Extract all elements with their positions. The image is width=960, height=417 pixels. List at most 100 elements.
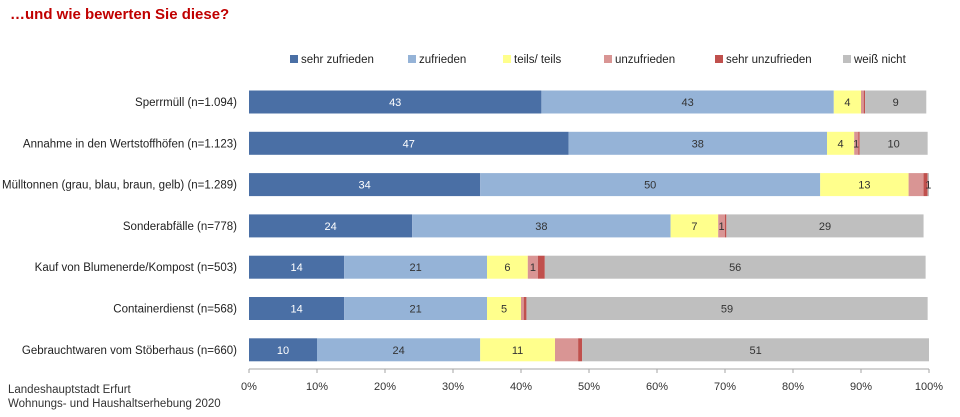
bar-segment <box>317 338 481 362</box>
category-label: Sperrmüll (n=1.094) <box>135 97 237 109</box>
bar-segment <box>859 131 928 155</box>
data-label: 50 <box>644 180 656 192</box>
legend-swatch <box>715 55 723 63</box>
data-label: 24 <box>392 345 404 357</box>
data-label: 38 <box>535 221 547 233</box>
data-label: 24 <box>324 221 336 233</box>
bar-segment <box>249 297 345 320</box>
data-label: 21 <box>409 262 421 274</box>
bar-segment <box>249 173 481 197</box>
bar-segment <box>538 255 545 279</box>
legend-swatch <box>503 55 511 63</box>
bar-segment <box>718 214 725 238</box>
x-tick-label: 0% <box>241 381 257 393</box>
bar-segment <box>480 173 821 197</box>
legend-label: sehr zufrieden <box>301 54 374 66</box>
bar-segment <box>541 90 834 114</box>
bar-segment <box>487 297 521 320</box>
x-tick-label: 20% <box>374 381 396 393</box>
bar-segment <box>861 90 864 114</box>
x-tick-label: 50% <box>578 381 600 393</box>
source-line-1: Landeshauptstadt Erfurt <box>8 384 131 396</box>
x-tick-label: 100% <box>915 381 943 393</box>
source-line-2: Wohnungs- und Haushaltserhebung 2020 <box>8 398 221 410</box>
bar-segment <box>249 131 569 155</box>
category-label: Gebrauchtwaren vom Stöberhaus (n=660) <box>22 345 237 357</box>
data-label: 59 <box>721 304 733 316</box>
data-label: 11 <box>512 345 523 357</box>
category-label: Sonderabfälle (n=778) <box>123 221 237 233</box>
bar-segment <box>544 255 926 279</box>
data-label: 9 <box>893 97 899 109</box>
legend-swatch <box>290 55 298 63</box>
bar-segment <box>854 131 859 155</box>
data-label: 14 <box>290 262 302 274</box>
legend-label: weiß nicht <box>853 54 907 66</box>
category-label: Containerdienst (n=568) <box>113 304 237 316</box>
category-label: Mülltonnen (grau, blau, braun, gelb) (n=… <box>2 180 237 192</box>
bar-segment <box>827 131 855 155</box>
legend-label: sehr unzufrieden <box>726 54 812 66</box>
chart-title: …und wie bewerten Sie diese? <box>10 6 230 23</box>
bar-segment <box>526 297 928 320</box>
bar-segment <box>820 173 909 197</box>
bar-segment <box>344 255 487 279</box>
bar-segment <box>412 214 671 238</box>
legend-swatch <box>843 55 851 63</box>
bar-segment <box>249 90 542 114</box>
legend-swatch <box>408 55 416 63</box>
bar-segment <box>344 297 487 320</box>
bar-segment <box>670 214 719 238</box>
data-label: 38 <box>692 138 704 150</box>
bar-segment <box>249 214 413 238</box>
bar-segment <box>249 338 317 362</box>
data-label: 4 <box>838 138 844 150</box>
bar-segment <box>582 338 929 362</box>
x-tick-label: 10% <box>306 381 328 393</box>
category-label: Annahme in den Wertstoffhöfen (n=1.123) <box>23 138 237 150</box>
data-label: 14 <box>290 304 302 316</box>
bar-segment <box>908 173 924 197</box>
legend-label: teils/ teils <box>514 54 562 66</box>
bar-segment <box>865 90 927 114</box>
bar-segment <box>521 297 524 320</box>
data-label: 5 <box>501 304 507 316</box>
data-label: 4 <box>844 97 850 109</box>
bar-segment <box>578 338 583 362</box>
data-label: 1 <box>530 262 536 274</box>
data-label: 51 <box>749 345 761 357</box>
data-label: 21 <box>409 304 421 316</box>
data-label: 1 <box>925 180 931 192</box>
category-label: Kauf von Blumenerde/Kompost (n=503) <box>35 262 237 274</box>
data-label: 1 <box>853 138 859 150</box>
legend-swatch <box>604 55 612 63</box>
data-label: 56 <box>729 262 741 274</box>
bar-segment <box>480 338 555 362</box>
x-tick-label: 80% <box>782 381 804 393</box>
data-label: 10 <box>277 345 289 357</box>
bar-segment <box>726 214 924 238</box>
data-label: 6 <box>504 262 510 274</box>
legend-label: unzufrieden <box>615 54 675 66</box>
data-label: 43 <box>389 97 401 109</box>
bar-segment <box>725 214 727 238</box>
data-label: 10 <box>888 138 900 150</box>
data-label: 34 <box>358 180 370 192</box>
bar-segment <box>527 255 538 279</box>
legend-label: zufrieden <box>419 54 466 66</box>
x-tick-label: 60% <box>646 381 668 393</box>
bar-segment <box>523 297 527 320</box>
bar-segment <box>858 131 860 155</box>
bar-segment <box>568 131 827 155</box>
data-label: 7 <box>691 221 697 233</box>
bar-segment <box>863 90 866 114</box>
bar-segment <box>833 90 861 114</box>
bar-segment <box>555 338 579 362</box>
bar-segment <box>923 173 928 197</box>
x-tick-label: 40% <box>510 381 532 393</box>
x-tick-label: 70% <box>714 381 736 393</box>
bar-segment <box>927 173 929 197</box>
data-label: 1 <box>719 221 725 233</box>
data-label: 29 <box>819 221 831 233</box>
